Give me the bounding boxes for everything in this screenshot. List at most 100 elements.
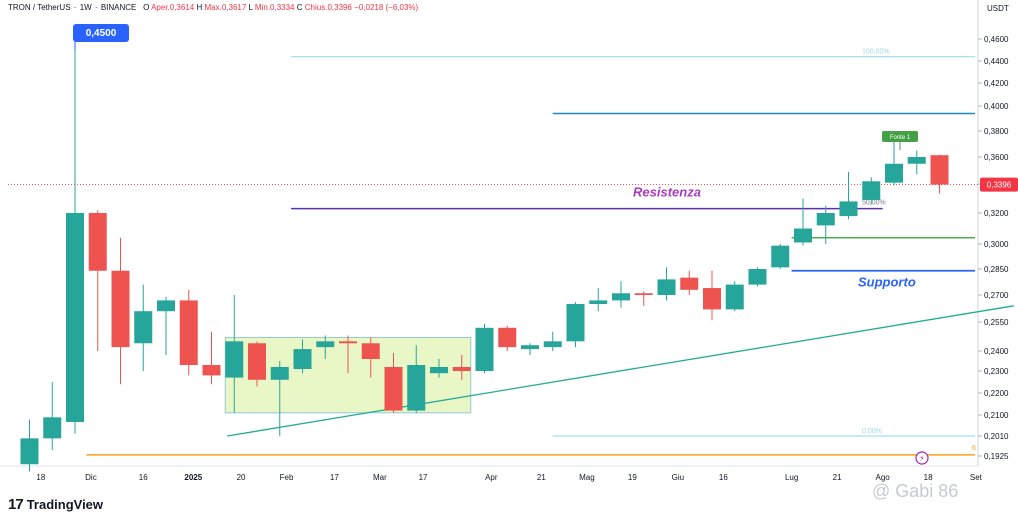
x-tick-label: 2025 xyxy=(184,473,202,482)
candle-down xyxy=(930,154,949,194)
low-label: L xyxy=(248,3,253,12)
y-tick-label: 0,3200 xyxy=(984,209,1009,218)
candle-body xyxy=(748,269,767,285)
candle-body xyxy=(680,277,699,290)
x-tick-label: Mar xyxy=(373,473,387,482)
candle-body xyxy=(407,365,426,411)
candle-down xyxy=(634,291,653,306)
y-tick-label: 0,3000 xyxy=(984,240,1009,249)
x-tick-label: 21 xyxy=(537,473,546,482)
y-tick-label: 0,2010 xyxy=(984,432,1009,441)
y-tick-label: 0,4000 xyxy=(984,102,1009,111)
last-price-tag-label: 0,3396 xyxy=(987,181,1012,190)
open-label: O xyxy=(143,3,150,12)
orange-axis-label: 6 xyxy=(972,445,976,452)
candle-up xyxy=(521,343,539,355)
y-tick-label: 0,3800 xyxy=(984,127,1009,136)
candle-body xyxy=(430,367,448,374)
candle-down xyxy=(339,335,357,374)
x-tick-label: 19 xyxy=(628,473,637,482)
x-tick-label: 17 xyxy=(419,473,428,482)
candle-body xyxy=(862,181,881,200)
x-tick-label: 17 xyxy=(330,473,339,482)
candle-body xyxy=(111,270,130,348)
symbol-name[interactable]: TRON / TetherUS xyxy=(8,3,71,12)
candle-body xyxy=(543,341,562,348)
candle-body xyxy=(930,155,949,185)
candle-body xyxy=(725,284,744,310)
close-label: C xyxy=(296,3,303,12)
candle-up xyxy=(862,177,881,205)
candle-body xyxy=(634,293,653,295)
candle-up xyxy=(816,205,835,244)
candle-body xyxy=(566,304,585,342)
x-tick-label: 21 xyxy=(833,473,842,482)
fib-0-label: 0,00% xyxy=(862,428,882,435)
candles xyxy=(20,50,949,472)
candle-up xyxy=(612,281,630,308)
x-tick-label: Apr xyxy=(485,473,498,482)
change-value: −0,0218 (−6,03%) xyxy=(354,3,419,12)
candle-down xyxy=(361,337,380,378)
candle-down xyxy=(452,355,471,380)
resistance-annotation: Resistenza xyxy=(633,185,701,200)
high-value: Max.0,3617 xyxy=(204,3,247,12)
candle-body xyxy=(225,341,244,378)
candle-up xyxy=(725,281,744,312)
candle-body xyxy=(179,300,198,365)
event-badge xyxy=(882,131,918,142)
candle-up xyxy=(293,339,312,374)
candle-up xyxy=(839,171,858,220)
candle-body xyxy=(839,201,858,217)
candle-up xyxy=(543,331,562,351)
x-tick-label: Feb xyxy=(280,473,294,482)
candle-up xyxy=(270,361,289,436)
candle-body xyxy=(316,341,335,348)
y-tick-label: 0,4400 xyxy=(984,57,1009,66)
interval[interactable]: 1W xyxy=(79,3,92,12)
y-tick-label: 0,2400 xyxy=(984,347,1009,356)
candle-up xyxy=(566,302,585,348)
price-axis[interactable]: USDT 0,4600 0,4400 0,4200 0,4000 0,3800 0,3600… xyxy=(978,4,1018,461)
x-tick-label: Ago xyxy=(876,473,891,482)
candle-body xyxy=(66,213,84,422)
candle-up xyxy=(907,150,926,175)
exchange: BINANCE xyxy=(100,3,137,12)
candle-body xyxy=(202,365,221,376)
quote-unit-label: USDT xyxy=(987,4,1009,13)
candle-up xyxy=(43,382,62,451)
candle-down xyxy=(703,270,721,321)
event-badge-label: Fonte 1 xyxy=(890,135,911,141)
author-watermark: @ Gabi 86 xyxy=(872,481,959,501)
candle-up xyxy=(66,50,84,434)
candle-body xyxy=(771,245,790,268)
candle-body xyxy=(20,438,39,465)
fib-50-label: 50,00% xyxy=(862,200,886,207)
y-tick-label: 0,2850 xyxy=(984,265,1009,274)
candle-body xyxy=(657,279,676,295)
tradingview-logo[interactable]: 17 TradingView xyxy=(8,496,103,513)
candle-up xyxy=(475,323,494,374)
candle-down xyxy=(202,331,221,385)
time-axis[interactable]: 18 Dic 16 2025 20 Feb 17 Mar 17 Apr 21 Mag 19 Giu 16 Lu… xyxy=(36,473,982,482)
candle-up xyxy=(589,288,608,312)
y-tick-label: 0,2700 xyxy=(984,291,1009,300)
high-marker-box xyxy=(73,24,129,42)
candle-up xyxy=(771,244,790,269)
x-tick-label: 20 xyxy=(237,473,246,482)
x-tick-label: Giu xyxy=(672,473,684,482)
candle-body xyxy=(88,213,107,271)
last-price-tag xyxy=(980,177,1018,192)
candle-body xyxy=(794,228,812,243)
candle-body xyxy=(157,300,175,312)
y-tick-label: 0,3600 xyxy=(984,153,1009,162)
tv-brand-name: TradingView xyxy=(26,497,104,512)
candle-body xyxy=(339,341,357,344)
candle-body xyxy=(384,367,403,411)
candle-body xyxy=(270,367,289,380)
candle-up xyxy=(20,419,39,472)
candle-down xyxy=(248,341,266,387)
x-tick-label: 16 xyxy=(139,473,148,482)
candle-up xyxy=(407,345,426,413)
